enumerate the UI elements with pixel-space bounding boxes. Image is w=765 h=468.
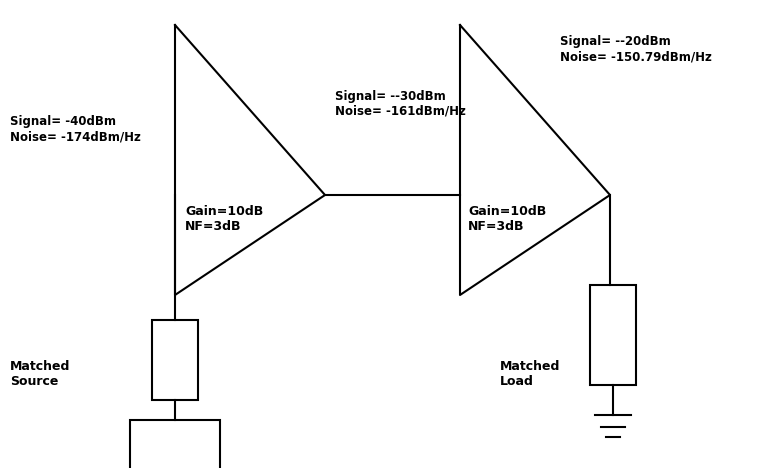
Text: Signal= --30dBm
Noise= -161dBm/Hz: Signal= --30dBm Noise= -161dBm/Hz [335,90,466,118]
Text: Signal= --20dBm
Noise= -150.79dBm/Hz: Signal= --20dBm Noise= -150.79dBm/Hz [560,35,712,63]
Text: Matched
Source: Matched Source [10,360,70,388]
Text: Gain=10dB
NF=3dB: Gain=10dB NF=3dB [185,205,263,233]
Bar [590,285,636,385]
Bar [152,320,198,400]
Text: Gain=10dB
NF=3dB: Gain=10dB NF=3dB [468,205,546,233]
Text: Matched
Load: Matched Load [500,360,561,388]
Bar [130,420,220,468]
Text: Signal= -40dBm
Noise= -174dBm/Hz: Signal= -40dBm Noise= -174dBm/Hz [10,115,141,143]
